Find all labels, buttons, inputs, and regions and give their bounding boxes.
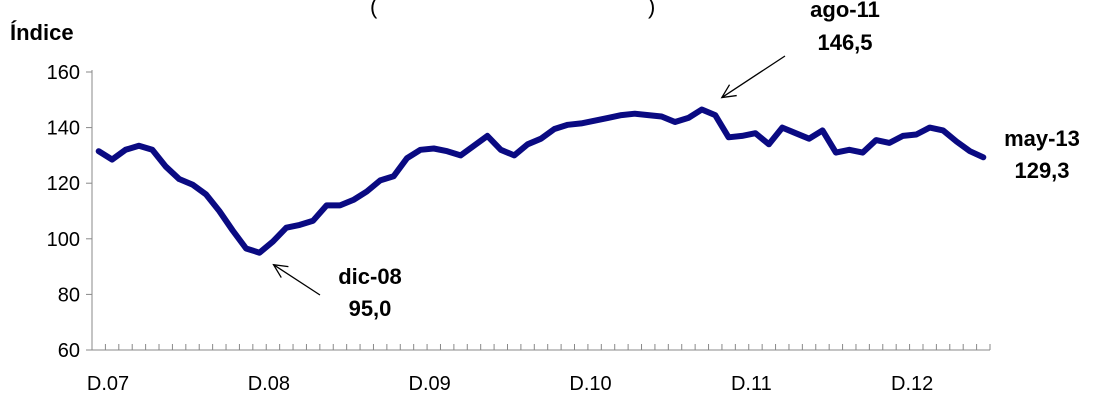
annotation-may-13-value: 129,3 bbox=[1014, 158, 1069, 183]
ago-11-arrow-line bbox=[721, 55, 786, 99]
x-axis: D.07 D.08 D.09 D.10 D.11 D.12 bbox=[87, 344, 991, 395]
y-tick-label: 60 bbox=[58, 340, 80, 362]
y-tick-label: 140 bbox=[47, 118, 80, 140]
annotation-ago-11-value: 146,5 bbox=[817, 30, 872, 55]
x-tick-label: D.08 bbox=[248, 373, 290, 395]
y-axis-title: Índice bbox=[10, 20, 74, 45]
annotation-may-13-label: may-13 bbox=[1004, 126, 1080, 151]
series-line bbox=[95, 106, 987, 256]
dic-08-arrow-head bbox=[272, 263, 289, 278]
x-tick-label: D.07 bbox=[87, 373, 129, 395]
title-fragment-left: ( bbox=[370, 0, 378, 19]
y-tick-label: 100 bbox=[47, 229, 80, 251]
series-layer bbox=[95, 106, 987, 256]
annotation-ago-11-label: ago-11 bbox=[810, 0, 880, 22]
dic-08-arrow-line bbox=[273, 264, 321, 296]
annotation-dic-08-value: 95,0 bbox=[349, 296, 392, 321]
x-tick-label: D.09 bbox=[409, 373, 451, 395]
x-tick-label: D.12 bbox=[891, 373, 933, 395]
y-tick-label: 120 bbox=[47, 173, 80, 195]
annotation-dic-08-label: dic-08 bbox=[338, 264, 402, 289]
ago-11-arrow-head bbox=[720, 84, 737, 99]
y-tick-label: 80 bbox=[58, 284, 80, 306]
y-tick-label: 160 bbox=[47, 62, 80, 84]
title-fragment-right: ) bbox=[648, 0, 655, 19]
x-tick-label: D.10 bbox=[569, 373, 611, 395]
annotations: dic-08 95,0 ago-11 146,5 may-13 129,3 bbox=[272, 0, 1080, 321]
y-axis: 60 80 100 120 140 160 bbox=[47, 62, 93, 362]
x-tick-label: D.11 bbox=[731, 373, 772, 395]
